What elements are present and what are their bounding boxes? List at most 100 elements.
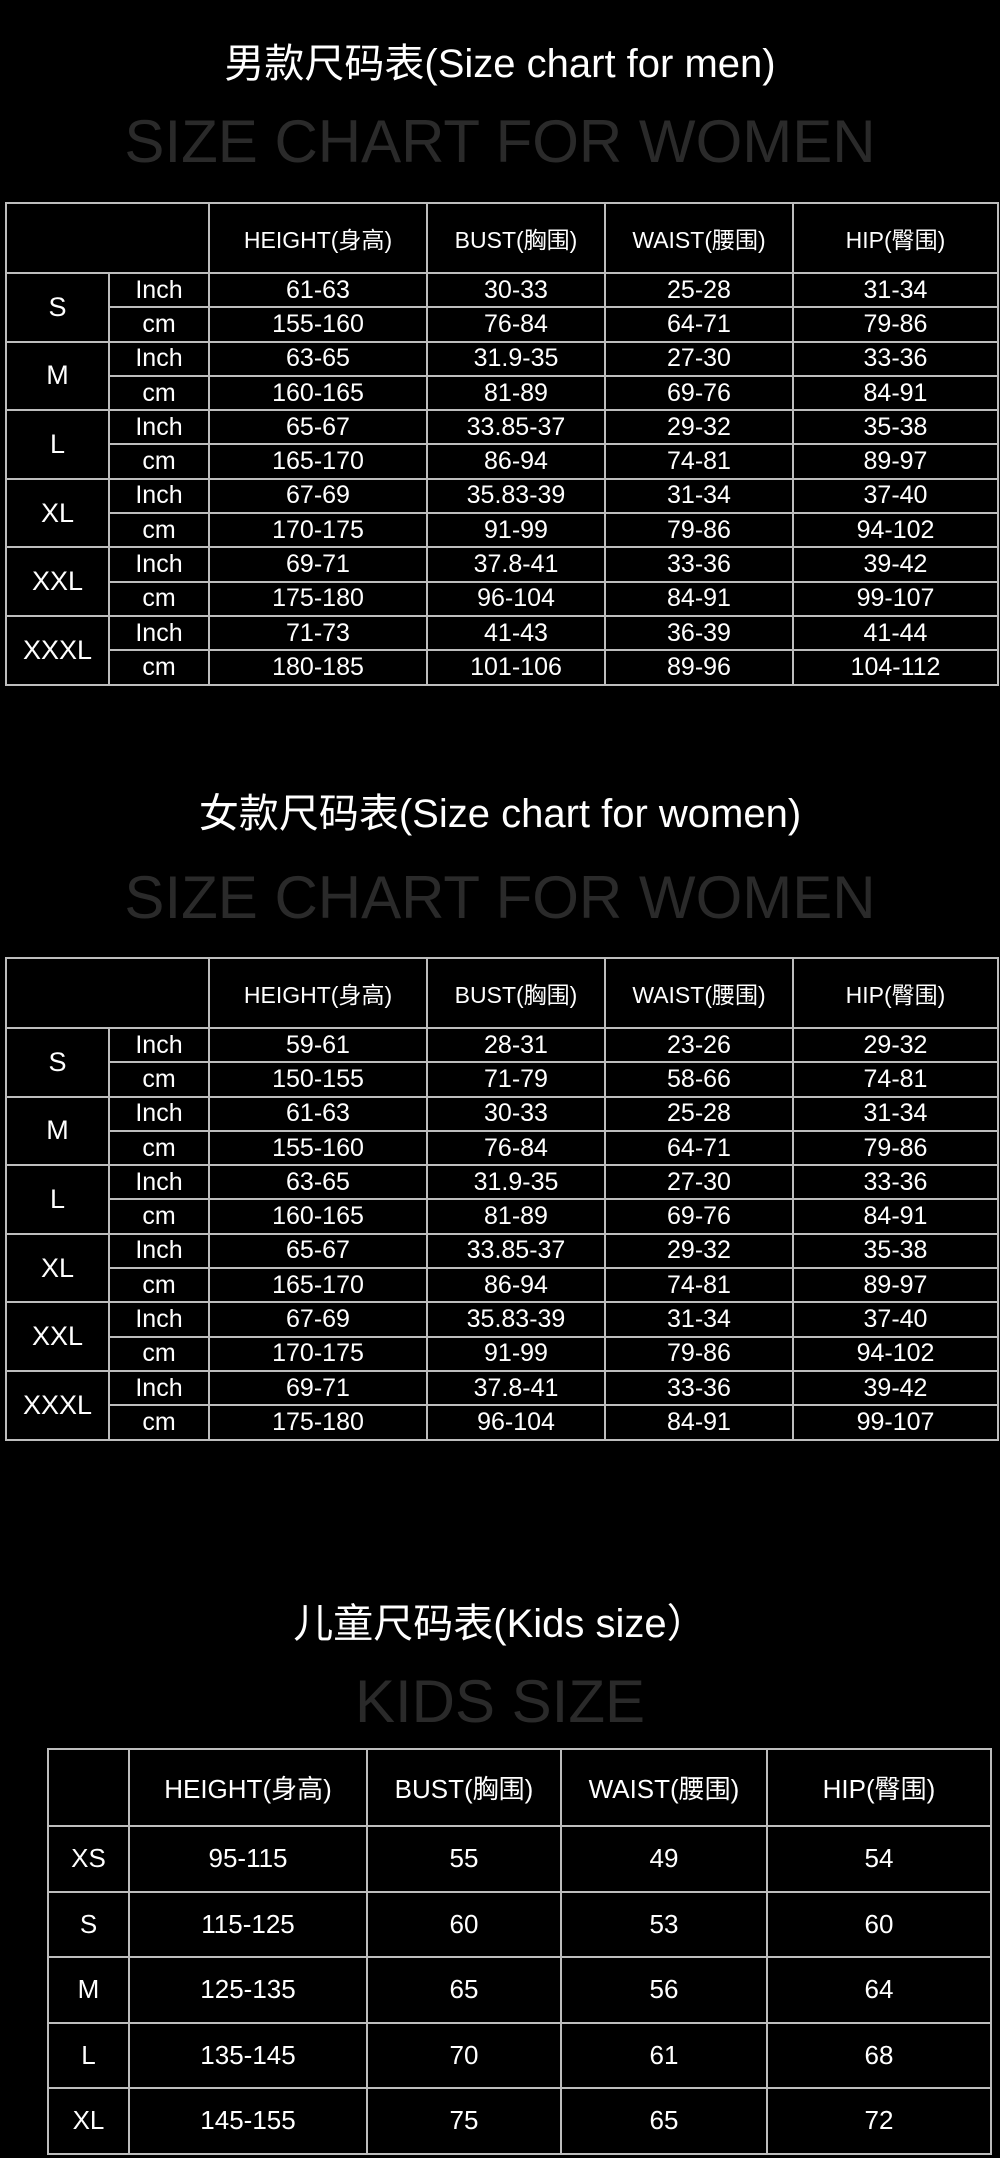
table-row: XL Inch 65-67 33.85-37 29-32 35-38 — [5, 1232, 999, 1304]
table-row: M Inch 63-65 31.9-35 27-30 33-36 — [5, 340, 999, 412]
measurement-cell: 89-97 — [792, 443, 999, 480]
table-row: cm 170-175 91-99 79-86 94-102 — [6, 512, 999, 549]
measurement-cell: 150-155 — [208, 1061, 428, 1098]
measurement-cell: 23-26 — [604, 1026, 794, 1064]
measurement-cell: 56 — [560, 1956, 768, 2024]
size-label: XL — [47, 2087, 130, 2155]
measurement-cell: 31.9-35 — [426, 1164, 606, 1201]
size-label: L — [5, 409, 110, 480]
measurement-cell: 29-32 — [604, 1232, 794, 1270]
measurement-cell: 155-160 — [208, 306, 428, 343]
measurement-cell: 84-91 — [604, 1404, 794, 1441]
table-row: cm 155-160 76-84 64-71 79-86 — [6, 1129, 999, 1167]
column-header: BUST(胸围) — [426, 202, 606, 274]
measurement-cell: 170-175 — [208, 512, 428, 549]
measurement-cell: 79-86 — [792, 1129, 999, 1167]
size-label: M — [5, 340, 110, 412]
column-header: BUST(胸围) — [426, 957, 606, 1029]
measurement-cell: 95-115 — [128, 1825, 368, 1893]
measurement-cell: 65-67 — [208, 409, 428, 446]
measurement-cell: 64-71 — [604, 306, 794, 343]
size-label: S — [5, 272, 110, 343]
men-title: 男款尺码表(Size chart for men) — [224, 42, 776, 86]
measurement-cell: 30-33 — [426, 1095, 606, 1132]
measurement-cell: 33-36 — [792, 340, 999, 377]
measurement-cell: 39-42 — [792, 1369, 999, 1407]
size-label: M — [5, 1095, 110, 1167]
measurement-cell: 31-34 — [604, 477, 794, 515]
measurement-cell: 72 — [766, 2087, 992, 2155]
measurement-cell: 35.83-39 — [426, 1301, 606, 1338]
men-watermark: SIZE CHART FOR WOMEN — [124, 108, 876, 175]
measurement-cell: 67-69 — [208, 477, 428, 515]
measurement-cell: 59-61 — [208, 1026, 428, 1064]
unit-label: cm — [108, 512, 210, 549]
measurement-cell: 69-76 — [604, 374, 794, 412]
size-label: XL — [5, 477, 110, 549]
measurement-cell: 165-170 — [208, 443, 428, 480]
unit-label: Inch — [108, 1026, 210, 1064]
unit-label: Inch — [108, 271, 210, 309]
measurement-cell: 160-165 — [208, 1198, 428, 1235]
measurement-cell: 68 — [766, 2021, 992, 2089]
women-size-table: HEIGHT(身高) BUST(胸围) WAIST(腰围) HIP(臀围) S Inch 5… — [5, 957, 999, 1441]
measurement-cell: 49 — [560, 1825, 768, 1893]
measurement-cell: 69-71 — [208, 546, 428, 583]
table-row: XS 95-115 55 49 54 — [47, 1825, 992, 1893]
measurement-cell: 70 — [366, 2021, 562, 2089]
unit-label: cm — [108, 1404, 210, 1441]
measurement-cell: 53 — [560, 1890, 768, 1958]
size-label: XXL — [5, 1301, 110, 1372]
men-size-table: HEIGHT(身高) BUST(胸围) WAIST(腰围) HIP(臀围) S Inch 6… — [5, 202, 999, 686]
measurement-cell: 41-43 — [426, 614, 606, 652]
measurement-cell: 74-81 — [792, 1061, 999, 1098]
size-label: S — [5, 1027, 110, 1098]
measurement-cell: 84-91 — [792, 1198, 999, 1235]
measurement-cell: 99-107 — [792, 1404, 999, 1441]
measurement-cell: 75 — [366, 2087, 562, 2155]
measurement-cell: 69-71 — [208, 1369, 428, 1407]
measurement-cell: 33-36 — [604, 546, 794, 583]
column-header: HIP(臀围) — [766, 1748, 992, 1827]
measurement-cell: 160-165 — [208, 374, 428, 412]
measurement-cell: 64-71 — [604, 1129, 794, 1167]
table-row: XL Inch 67-69 35.83-39 31-34 37-40 — [5, 477, 999, 549]
measurement-cell: 86-94 — [426, 1267, 606, 1304]
table-row: cm 155-160 76-84 64-71 79-86 — [6, 306, 999, 343]
unit-label: cm — [108, 306, 210, 343]
column-header: HEIGHT(身高) — [208, 957, 428, 1029]
table-row: S Inch 59-61 28-31 23-26 29-32 — [5, 1026, 999, 1098]
table-row: cm 160-165 81-89 69-76 84-91 — [6, 1198, 999, 1235]
measurement-cell: 94-102 — [792, 512, 999, 549]
measurement-cell: 155-160 — [208, 1129, 428, 1167]
size-label: XXXL — [5, 614, 110, 686]
unit-label: cm — [108, 1061, 210, 1098]
measurement-cell: 74-81 — [604, 443, 794, 480]
measurement-cell: 54 — [766, 1825, 992, 1893]
measurement-cell: 29-32 — [604, 409, 794, 446]
table-row: cm 165-170 86-94 74-81 89-97 — [6, 1267, 999, 1304]
size-label: XXL — [5, 546, 110, 617]
size-label: XL — [5, 1232, 110, 1304]
unit-label: cm — [108, 1267, 210, 1304]
unit-label: Inch — [108, 477, 210, 515]
size-label: L — [47, 2021, 130, 2089]
measurement-cell: 39-42 — [792, 546, 999, 583]
unit-label: cm — [108, 580, 210, 617]
unit-label: Inch — [108, 1164, 210, 1201]
table-row: XXL Inch 69-71 37.8-41 33-36 39-42 — [5, 546, 999, 617]
measurement-cell: 37-40 — [792, 1301, 999, 1338]
measurement-cell: 71-79 — [426, 1061, 606, 1098]
table-row: XL 145-155 75 65 72 — [47, 2087, 992, 2155]
measurement-cell: 25-28 — [604, 1095, 794, 1132]
measurement-cell: 30-33 — [426, 271, 606, 309]
column-header: WAIST(腰围) — [560, 1748, 768, 1827]
column-header: HIP(臀围) — [792, 202, 999, 274]
unit-label: Inch — [108, 1369, 210, 1407]
measurement-cell: 79-86 — [792, 306, 999, 343]
measurement-cell: 145-155 — [128, 2087, 368, 2155]
measurement-cell: 31-34 — [604, 1301, 794, 1338]
measurement-cell: 27-30 — [604, 340, 794, 377]
table-row: L Inch 65-67 33.85-37 29-32 35-38 — [5, 409, 999, 480]
kids-title: 儿童尺码表(Kids size） — [293, 1602, 707, 1646]
